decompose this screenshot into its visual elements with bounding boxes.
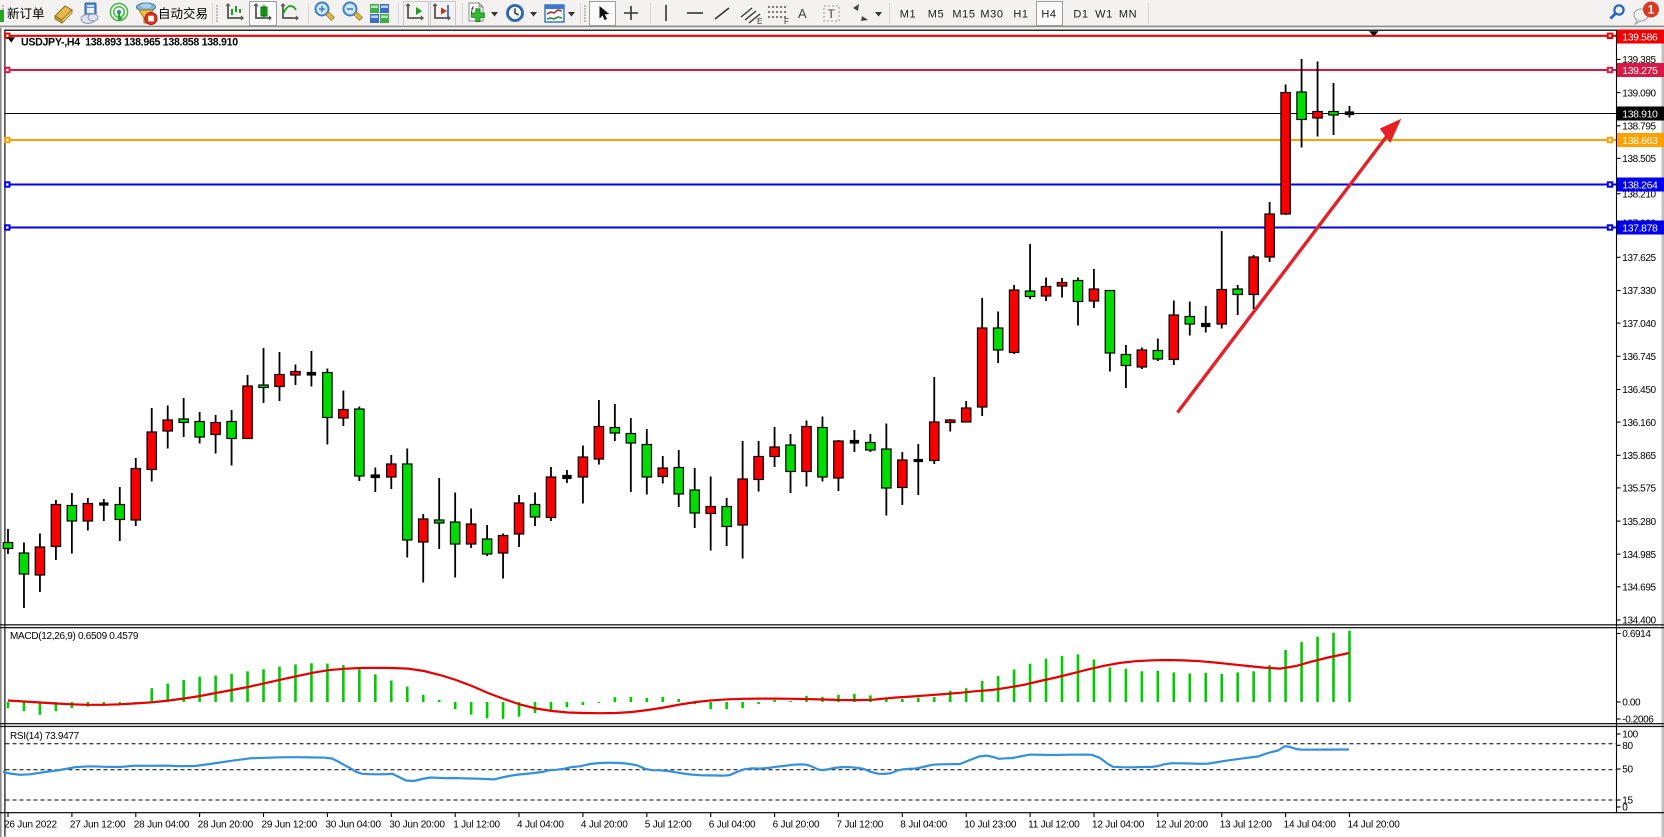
svg-text:MN: MN [1119, 9, 1137, 21]
svg-text:RSI(14) 73.9477: RSI(14) 73.9477 [10, 731, 80, 742]
svg-text:M5: M5 [928, 9, 944, 21]
svg-text:13 Jul 12:00: 13 Jul 12:00 [1220, 820, 1273, 831]
svg-text:30 Jun 20:00: 30 Jun 20:00 [389, 820, 445, 831]
svg-text:136.160: 136.160 [1622, 418, 1656, 429]
svg-text:H4: H4 [1041, 9, 1056, 21]
svg-text:D1: D1 [1073, 9, 1088, 21]
svg-text:M30: M30 [980, 9, 1003, 21]
svg-text:7 Jul 12:00: 7 Jul 12:00 [836, 820, 883, 831]
svg-text:28 Jun 20:00: 28 Jun 20:00 [198, 820, 254, 831]
svg-text:139.586: 139.586 [1622, 31, 1658, 43]
svg-text:新订单: 新订单 [7, 6, 45, 21]
svg-text:137.040: 137.040 [1622, 319, 1656, 330]
svg-text:50: 50 [1622, 765, 1633, 776]
svg-text:14 Jul 20:00: 14 Jul 20:00 [1348, 820, 1401, 831]
svg-text:T: T [828, 7, 836, 21]
svg-text:139.385: 139.385 [1622, 55, 1656, 66]
svg-text:E: E [757, 17, 762, 26]
svg-text:0: 0 [1622, 803, 1628, 814]
svg-text:135.575: 135.575 [1622, 484, 1656, 495]
svg-text:135.865: 135.865 [1622, 451, 1656, 462]
svg-text:1 Jul 12:00: 1 Jul 12:00 [453, 820, 500, 831]
svg-text:8 Jul 04:00: 8 Jul 04:00 [900, 820, 947, 831]
svg-text:29 Jun 12:00: 29 Jun 12:00 [262, 820, 318, 831]
svg-text:USDJPY-,H4 138.893 138.965 13: USDJPY-,H4 138.893 138.965 138.858 138.9… [21, 36, 238, 48]
svg-text:MACD(12,26,9) 0.6509 0.4579: MACD(12,26,9) 0.6509 0.4579 [10, 631, 139, 642]
svg-text:138.210: 138.210 [1622, 189, 1656, 200]
svg-text:0.6914: 0.6914 [1622, 629, 1651, 640]
svg-text:138.910: 138.910 [1622, 108, 1658, 120]
svg-text:30 Jun 04:00: 30 Jun 04:00 [325, 820, 381, 831]
svg-text:134.400: 134.400 [1622, 616, 1656, 627]
svg-text:M15: M15 [952, 9, 975, 21]
svg-text:135.280: 135.280 [1622, 517, 1656, 528]
svg-text:-0.2006: -0.2006 [1622, 715, 1654, 726]
svg-text:F: F [784, 17, 789, 26]
svg-text:137.330: 137.330 [1622, 286, 1656, 297]
svg-text:139.275: 139.275 [1622, 65, 1658, 77]
svg-text:138.505: 138.505 [1622, 154, 1656, 165]
svg-text:14 Jul 04:00: 14 Jul 04:00 [1284, 820, 1337, 831]
svg-text:10 Jul 23:00: 10 Jul 23:00 [964, 820, 1017, 831]
svg-text:138.795: 138.795 [1622, 122, 1656, 133]
svg-text:5 Jul 12:00: 5 Jul 12:00 [645, 820, 692, 831]
svg-text:A: A [798, 6, 807, 21]
svg-text:137.625: 137.625 [1622, 253, 1656, 264]
svg-text:f: f [471, 6, 475, 17]
svg-text:80: 80 [1622, 741, 1633, 752]
svg-text:134.695: 134.695 [1622, 583, 1656, 594]
svg-text:11 Jul 12:00: 11 Jul 12:00 [1028, 820, 1080, 831]
svg-text:M1: M1 [900, 9, 916, 21]
svg-text:6 Jul 20:00: 6 Jul 20:00 [773, 820, 820, 831]
svg-text:26 Jun 2022: 26 Jun 2022 [4, 820, 57, 831]
svg-text:137.878: 137.878 [1622, 222, 1658, 234]
svg-text:27 Jun 12:00: 27 Jun 12:00 [70, 820, 126, 831]
svg-text:0.00: 0.00 [1622, 698, 1641, 709]
svg-text:H1: H1 [1013, 9, 1028, 21]
svg-text:4 Jul 04:00: 4 Jul 04:00 [517, 820, 564, 831]
svg-text:136.450: 136.450 [1622, 385, 1656, 396]
svg-text:138.663: 138.663 [1622, 135, 1658, 147]
svg-text:4 Jul 20:00: 4 Jul 20:00 [581, 820, 628, 831]
svg-text:139.090: 139.090 [1622, 88, 1656, 99]
svg-text:1: 1 [1648, 5, 1655, 17]
svg-text:28 Jun 04:00: 28 Jun 04:00 [134, 820, 190, 831]
svg-text:W1: W1 [1095, 9, 1113, 21]
svg-text:15: 15 [1622, 796, 1633, 807]
svg-text:138.264: 138.264 [1622, 179, 1658, 191]
svg-text:12 Jul 04:00: 12 Jul 04:00 [1092, 820, 1145, 831]
svg-text:自动交易: 自动交易 [158, 6, 208, 21]
svg-text:12 Jul 20:00: 12 Jul 20:00 [1156, 820, 1209, 831]
svg-text:100: 100 [1622, 730, 1638, 741]
svg-text:136.745: 136.745 [1622, 352, 1656, 363]
svg-text:134.985: 134.985 [1622, 550, 1656, 561]
svg-text:6 Jul 04:00: 6 Jul 04:00 [709, 820, 756, 831]
